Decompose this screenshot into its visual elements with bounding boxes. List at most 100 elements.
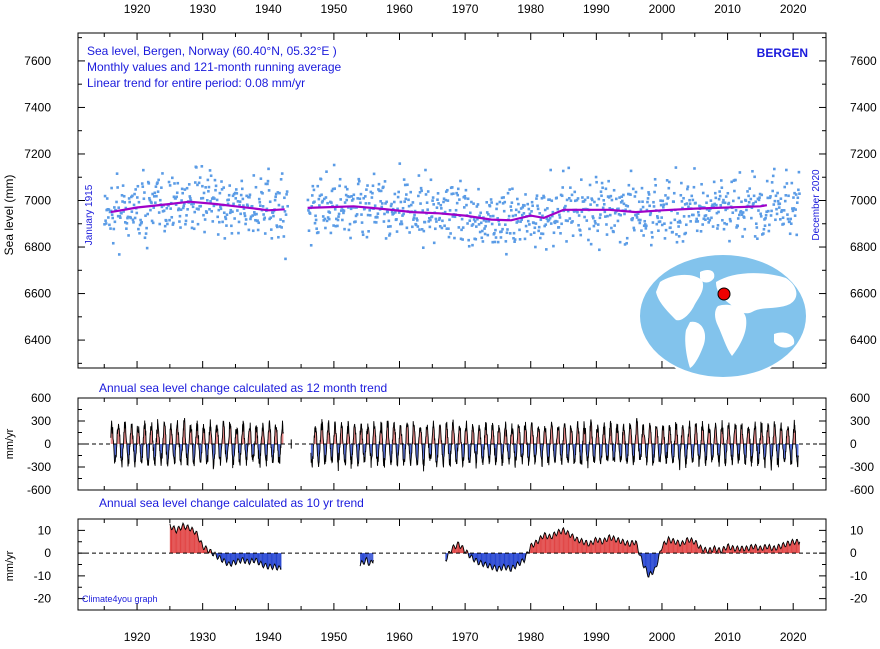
monthly-point bbox=[376, 216, 379, 219]
monthly-point bbox=[237, 220, 241, 224]
annual-change-10yr-bar-seg2 bbox=[546, 536, 548, 554]
y-tick-label-left: 0 bbox=[44, 437, 51, 451]
monthly-point bbox=[444, 190, 448, 193]
monthly-point bbox=[275, 224, 279, 227]
monthly-point bbox=[179, 226, 182, 229]
monthly-point bbox=[442, 197, 446, 201]
monthly-point bbox=[676, 220, 680, 224]
monthly-point bbox=[736, 217, 740, 220]
monthly-point bbox=[445, 227, 449, 230]
monthly-point bbox=[230, 224, 233, 228]
monthly-point bbox=[757, 198, 761, 202]
monthly-point bbox=[269, 228, 273, 231]
y-tick-label-right: 6800 bbox=[850, 240, 877, 254]
monthly-point bbox=[497, 223, 501, 226]
monthly-point bbox=[681, 206, 684, 210]
annual-change-10yr-bar-seg2 bbox=[493, 553, 494, 569]
annual-change-10yr-bar-seg1-outline bbox=[359, 556, 374, 567]
monthly-point bbox=[453, 215, 457, 219]
monthly-point bbox=[438, 216, 441, 220]
monthly-point bbox=[694, 201, 697, 205]
monthly-point bbox=[253, 211, 256, 214]
annual-change-10yr-bar-seg1 bbox=[365, 553, 367, 559]
monthly-point bbox=[532, 231, 536, 235]
monthly-point bbox=[382, 220, 386, 223]
annual-change-10yr-bar-seg0 bbox=[178, 526, 180, 554]
monthly-point bbox=[735, 226, 738, 229]
monthly-point bbox=[590, 197, 593, 200]
monthly-point bbox=[201, 184, 204, 188]
north-america-shape bbox=[656, 274, 704, 321]
monthly-point bbox=[629, 169, 633, 173]
monthly-point bbox=[240, 179, 244, 183]
monthly-point bbox=[242, 204, 245, 207]
monthly-point bbox=[556, 207, 560, 211]
monthly-point bbox=[467, 244, 471, 248]
annual-change-10yr-bar-seg2 bbox=[644, 553, 646, 567]
monthly-point bbox=[418, 228, 421, 231]
monthly-point bbox=[466, 197, 470, 201]
monthly-point bbox=[456, 193, 460, 197]
annual-change-10yr-bar-seg0 bbox=[172, 526, 174, 554]
monthly-point bbox=[680, 181, 683, 185]
running-average-line-segment-2 bbox=[307, 204, 768, 222]
annual-change-10yr-bar-seg2 bbox=[505, 553, 507, 571]
monthly-point bbox=[145, 246, 149, 250]
annual-change-10yr-bar-seg2 bbox=[519, 553, 521, 566]
annual-change-10yr-bar-seg2 bbox=[634, 543, 635, 554]
monthly-point bbox=[418, 191, 422, 194]
monthly-point bbox=[279, 178, 283, 181]
y-tick-label-left: -600 bbox=[27, 483, 51, 497]
monthly-point bbox=[697, 213, 701, 217]
annual-change-10yr-bar-seg2 bbox=[766, 548, 768, 554]
monthly-point bbox=[324, 196, 328, 199]
monthly-point bbox=[552, 244, 555, 248]
annual-change-10yr-bar-seg2 bbox=[536, 540, 538, 554]
monthly-point bbox=[567, 197, 571, 200]
monthly-point bbox=[534, 245, 537, 249]
monthly-point bbox=[442, 200, 445, 204]
annual-change-10yr-bar-seg2 bbox=[611, 540, 612, 554]
monthly-point bbox=[549, 222, 553, 225]
monthly-point bbox=[486, 233, 490, 237]
monthly-point bbox=[659, 203, 663, 207]
annual-change-10yr-bar-seg2 bbox=[523, 553, 525, 563]
monthly-point bbox=[207, 189, 210, 193]
annual-change-10yr-bar-seg0 bbox=[228, 553, 230, 564]
monthly-point bbox=[172, 221, 175, 225]
annual-change-10yr-bar-seg2 bbox=[694, 540, 696, 554]
monthly-point bbox=[361, 230, 364, 234]
monthly-point bbox=[643, 219, 647, 223]
monthly-point bbox=[718, 190, 721, 193]
annual-change-10yr-bar-seg2 bbox=[632, 540, 634, 554]
monthly-point bbox=[701, 191, 705, 195]
monthly-point bbox=[125, 227, 128, 230]
monthly-point bbox=[478, 214, 481, 218]
monthly-point bbox=[181, 206, 185, 210]
annual-change-10yr-bar-seg2 bbox=[654, 553, 656, 568]
sea-level-x-ticks bbox=[103, 33, 827, 368]
annual-change-10yr-bar-seg0 bbox=[259, 553, 261, 565]
monthly-point bbox=[725, 222, 729, 226]
annual-change-10yr-bar-seg2 bbox=[597, 540, 599, 554]
monthly-point bbox=[358, 179, 361, 183]
annual-change-10yr-bar-seg2 bbox=[557, 529, 559, 554]
monthly-point bbox=[227, 198, 230, 202]
monthly-point bbox=[726, 191, 730, 195]
y-tick-label-left: 600 bbox=[31, 391, 51, 405]
monthly-point bbox=[178, 214, 182, 218]
y-tick-label-right: -300 bbox=[850, 460, 874, 474]
monthly-point bbox=[598, 248, 601, 252]
monthly-point bbox=[651, 221, 655, 224]
monthly-point bbox=[214, 184, 218, 188]
monthly-point bbox=[603, 210, 607, 214]
monthly-point bbox=[405, 193, 408, 196]
annual-change-10yr-bar-seg0 bbox=[228, 553, 229, 563]
monthly-point bbox=[231, 210, 234, 214]
monthly-point bbox=[309, 243, 313, 247]
monthly-point bbox=[143, 236, 147, 240]
monthly-point bbox=[710, 216, 713, 220]
monthly-point bbox=[771, 189, 774, 193]
monthly-point bbox=[551, 214, 554, 218]
monthly-point bbox=[642, 224, 646, 228]
